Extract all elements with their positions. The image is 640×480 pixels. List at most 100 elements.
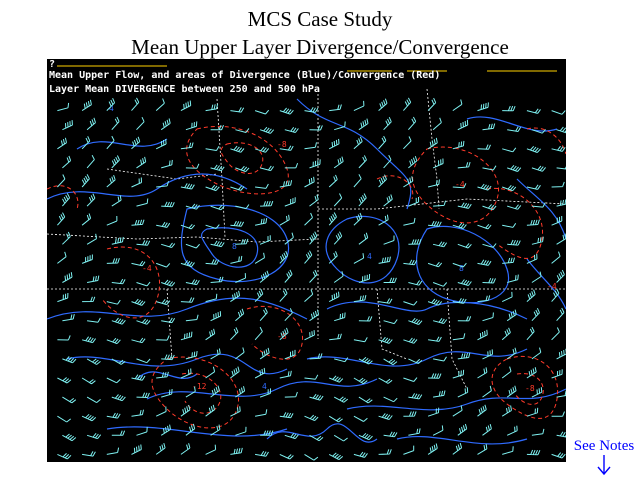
wind-barb	[556, 307, 565, 322]
wind-barb	[353, 451, 368, 458]
wind-barb	[358, 273, 371, 283]
wind-barb	[309, 309, 320, 322]
wind-barb	[62, 356, 77, 364]
see-notes-link[interactable]: See Notes	[568, 438, 640, 480]
wind-barb	[106, 98, 116, 111]
wind-barb	[161, 354, 175, 361]
wind-barb	[57, 377, 72, 384]
wind-barb	[452, 298, 467, 304]
wind-barb	[408, 280, 423, 286]
wind-barb	[531, 236, 544, 245]
contour-labels: -8 -4 -12 -8 -4 -4 -8 4 8 4 8 4	[109, 104, 557, 393]
wind-barb	[531, 202, 546, 208]
wind-barb	[254, 109, 270, 115]
wind-barb	[185, 279, 200, 286]
title-line-2: Mean Upper Layer Divergence/Convergence	[131, 35, 509, 59]
wind-barb	[383, 396, 398, 403]
wind-barb	[57, 137, 67, 150]
wind-barb	[328, 291, 340, 303]
wind-barb	[106, 299, 121, 305]
wind-barb	[82, 451, 96, 457]
wind-barb	[210, 240, 225, 248]
wind-barb	[106, 412, 121, 419]
wind-barb	[254, 146, 270, 153]
wind-barb	[452, 405, 463, 417]
wind-barb	[457, 202, 472, 209]
wind-barb	[531, 428, 545, 436]
wind-barb	[304, 212, 313, 226]
wind-barb	[309, 159, 321, 169]
wind-barb	[259, 388, 271, 398]
wind-barb	[502, 105, 516, 112]
wind-barb	[62, 193, 71, 207]
wind-barb	[551, 181, 565, 188]
wind-barb	[230, 255, 243, 264]
wind-barb	[136, 426, 148, 436]
wind-barb	[378, 214, 389, 226]
wind-barb	[378, 377, 393, 384]
wind-barb	[507, 204, 522, 210]
wind-barb	[284, 232, 294, 245]
wind-barb	[210, 164, 225, 172]
wind-barb	[62, 231, 71, 245]
wind-barb	[427, 97, 437, 111]
wind-barb	[205, 259, 220, 265]
wind-barb	[156, 221, 171, 228]
wind-barb	[255, 409, 268, 417]
wind-barb	[309, 269, 318, 283]
wind-barb	[482, 165, 497, 171]
wind-barb	[284, 308, 293, 322]
wind-barb	[259, 165, 275, 172]
wind-barb	[378, 256, 391, 264]
wind-barb	[106, 377, 121, 384]
wind-barb	[205, 444, 217, 455]
wind-barb	[279, 288, 288, 302]
wind-barb	[161, 317, 176, 324]
wind-barb	[358, 118, 369, 131]
wind-barb	[161, 201, 175, 208]
wind-barb	[526, 219, 540, 226]
wind-barb	[284, 391, 298, 398]
wind-barb	[433, 390, 446, 398]
wind-barb	[205, 145, 220, 151]
wind-barb	[482, 204, 497, 211]
wind-barb	[180, 183, 195, 190]
wind-barb	[106, 337, 121, 345]
wind-barb	[427, 443, 438, 455]
wind-barb	[507, 126, 522, 132]
wind-barb	[235, 128, 250, 133]
wind-barb	[284, 269, 293, 283]
wind-barb	[309, 194, 319, 207]
divergence-label: 4	[367, 252, 372, 261]
wind-barb	[284, 197, 296, 207]
wind-barb	[428, 336, 442, 342]
wind-barb	[309, 434, 324, 442]
wind-barb	[185, 243, 200, 249]
wind-barb	[556, 348, 566, 360]
wind-barb	[427, 261, 443, 268]
wind-barb	[62, 120, 73, 131]
wind-barb	[62, 396, 77, 404]
wind-barb	[235, 238, 249, 245]
wind-barb	[155, 138, 167, 150]
wind-barb	[136, 198, 149, 207]
wind-barb	[506, 385, 517, 398]
wind-barb	[180, 142, 194, 150]
wind-barb	[358, 316, 373, 322]
wind-barb	[185, 121, 198, 131]
wind-barb	[477, 443, 488, 455]
wind-barb	[259, 307, 268, 322]
wind-barb	[210, 424, 221, 436]
wind-barb	[507, 274, 519, 283]
wind-barb	[457, 387, 469, 398]
title-line-1: MCS Case Study	[247, 7, 393, 31]
wind-barb	[210, 276, 224, 283]
wind-barb	[353, 212, 363, 226]
wind-barb	[180, 368, 192, 379]
wind-barb	[526, 449, 541, 456]
wind-barb	[457, 316, 472, 322]
convergence-contours	[47, 125, 566, 429]
wind-barb	[304, 107, 319, 113]
wind-barb	[457, 352, 471, 360]
wind-barb	[136, 358, 151, 364]
